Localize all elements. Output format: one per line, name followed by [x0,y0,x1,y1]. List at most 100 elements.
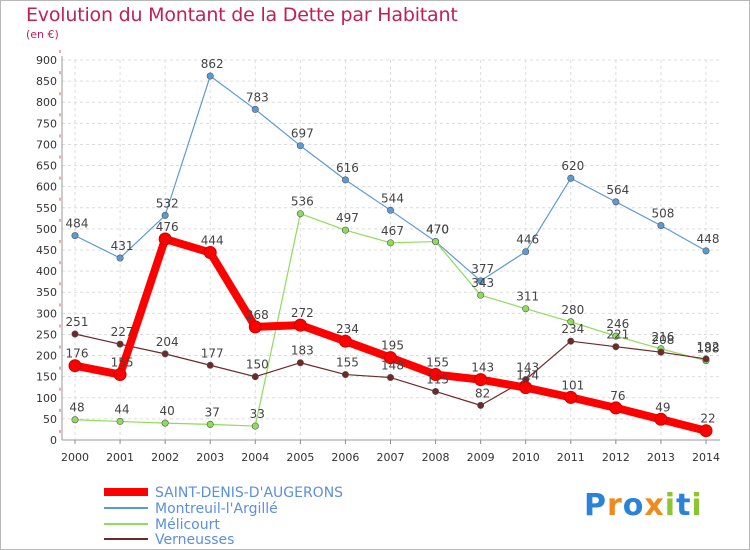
data-point [522,248,530,256]
x-tick-label: 2004 [241,451,269,464]
data-label: 508 [651,207,674,221]
x-tick-label: 2013 [647,451,675,464]
data-label: 311 [516,290,539,304]
data-point [386,206,394,214]
series-line [74,75,707,282]
data-point [71,330,79,338]
x-tick-label: 2007 [377,451,405,464]
data-point [161,350,169,358]
data-point [477,277,485,285]
data-point [116,417,124,425]
data-label: 251 [66,315,89,329]
y-tick-label: 50 [43,413,57,426]
data-point [251,105,259,113]
data-point [612,332,620,340]
data-label: 216 [651,330,674,344]
x-tick-label: 2005 [286,451,314,464]
data-label: 49 [655,400,670,414]
data-label: 148 [381,359,404,373]
x-tick-label: 2009 [467,451,495,464]
data-point [657,348,665,356]
data-point [654,412,668,426]
data-point [341,176,349,184]
data-point [248,320,262,334]
data-point [71,232,79,240]
data-point [474,373,488,387]
x-tick-label: 2012 [602,451,630,464]
data-label: 22 [700,412,715,426]
data-point [251,373,259,381]
x-tick-label: 2010 [512,451,540,464]
data-point [251,422,259,430]
data-label: 143 [471,361,494,375]
data-point [567,174,575,182]
y-tick-label: 200 [36,350,57,363]
data-label: 697 [291,127,314,141]
data-point [699,424,713,438]
data-point [206,361,214,369]
data-point [386,239,394,247]
data-label: 176 [66,347,89,361]
data-label: 783 [246,90,269,104]
grid [62,59,720,440]
axes: 0 50 100 150 200 250 300 350 400 450 500 550 600 650 7… [36,50,720,464]
data-label: 33 [250,407,265,421]
data-label: 44 [114,402,129,416]
data-label: 484 [66,217,89,231]
chart-unit: (en €) [26,28,59,41]
data-label: 234 [336,322,359,336]
data-point [432,238,440,246]
chart-title: Evolution du Montant de la Dette par Hab… [26,4,458,26]
data-point [386,374,394,382]
data-label: 82 [475,386,490,400]
data-label: 221 [606,328,629,342]
data-point [429,368,443,382]
y-tick-label: 350 [36,286,57,299]
y-tick-label: 900 [36,54,57,67]
data-point [206,420,214,428]
data-point [206,72,214,80]
y-tick-label: 500 [36,223,57,236]
y-tick-label: 750 [36,117,57,130]
x-tick-label: 2006 [331,451,359,464]
data-point [116,340,124,348]
data-point [71,416,79,424]
data-label: 268 [246,308,269,322]
data-point [519,381,533,395]
data-point [161,419,169,427]
data-label: 616 [336,161,359,175]
data-label: 227 [111,325,134,339]
legend-label: Mélicourt [155,517,220,533]
data-label: 188 [697,342,720,356]
data-label: 444 [201,234,224,248]
data-point [296,210,304,218]
x-tick-label: 2014 [692,451,720,464]
y-tick-label: 450 [36,244,57,257]
data-label: 101 [561,378,584,392]
x-tick-label: 2003 [196,451,224,464]
data-point [477,291,485,299]
data-label: 155 [336,356,359,370]
y-tick-label: 600 [36,181,57,194]
data-label: 862 [201,57,224,71]
data-label: 177 [201,346,224,360]
data-label: 467 [381,224,404,238]
data-label: 446 [516,233,539,247]
legend-label: Montreuil-l'Argillé [155,501,278,517]
data-point [612,343,620,351]
data-label: 564 [606,183,629,197]
data-label: 377 [471,262,494,276]
y-tick-label: 800 [36,96,57,109]
data-label: 431 [111,239,134,253]
data-point [341,371,349,379]
data-point [702,355,710,363]
data-label: 536 [291,195,314,209]
x-tick-label: 2008 [422,451,450,464]
data-label: 37 [205,405,220,419]
data-label: 192 [697,340,720,354]
y-tick-label: 150 [36,371,57,384]
data-label: 143 [516,361,539,375]
data-point [564,390,578,404]
data-label: 532 [156,196,179,210]
